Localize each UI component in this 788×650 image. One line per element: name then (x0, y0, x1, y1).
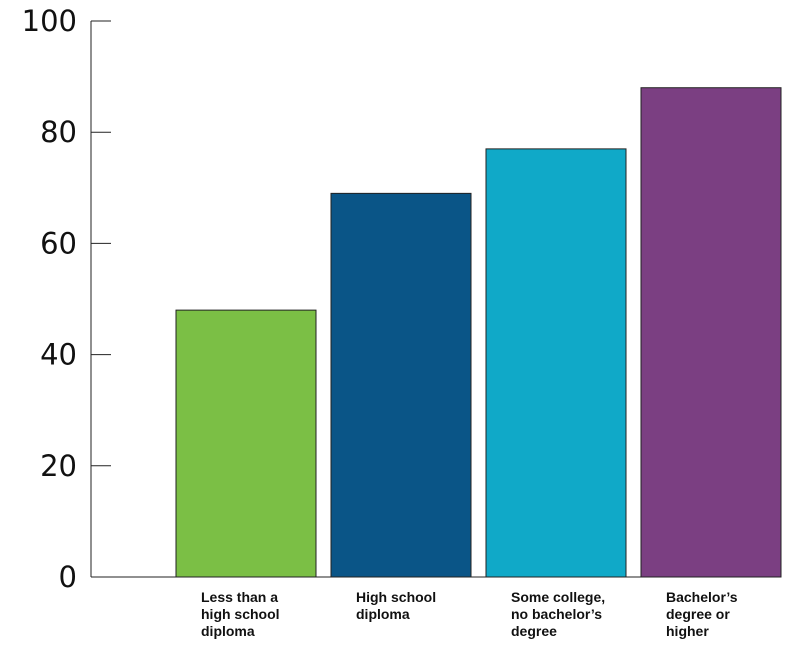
bar (175, 309, 317, 578)
x-category-label-line: diploma (201, 623, 255, 639)
x-category-label-line: no bachelor’s (511, 606, 602, 622)
x-category-label: High school diploma (356, 589, 436, 622)
bar (485, 148, 627, 578)
y-axis: 0 20 40 60 80 100 (22, 4, 111, 594)
x-category-label-line: higher (666, 623, 709, 639)
y-tick-label: 80 (40, 115, 77, 149)
x-category-label: Less than a high school diploma (201, 589, 280, 639)
bars-group (175, 87, 782, 578)
y-tick-label: 60 (40, 226, 77, 260)
x-category-label-line: degree or (666, 606, 730, 622)
y-tick-label: 100 (22, 4, 77, 38)
x-category-label-line: Less than a (201, 589, 278, 605)
y-tick-label: 0 (59, 560, 77, 594)
y-tick-label: 20 (40, 449, 77, 483)
y-tick-label: 40 (40, 338, 77, 372)
x-category-label: Bachelor’s degree or higher (666, 589, 738, 639)
x-category-label-line: Bachelor’s (666, 589, 738, 605)
x-category-label-line: Some college, (511, 589, 605, 605)
bar (640, 87, 782, 578)
x-category-label-line: High school (356, 589, 436, 605)
x-category-label-line: degree (511, 623, 557, 639)
x-category-label-line: diploma (356, 606, 410, 622)
x-category-label: Some college, no bachelor’s degree (511, 589, 605, 639)
bar (330, 192, 472, 578)
x-category-label-line: high school (201, 606, 280, 622)
